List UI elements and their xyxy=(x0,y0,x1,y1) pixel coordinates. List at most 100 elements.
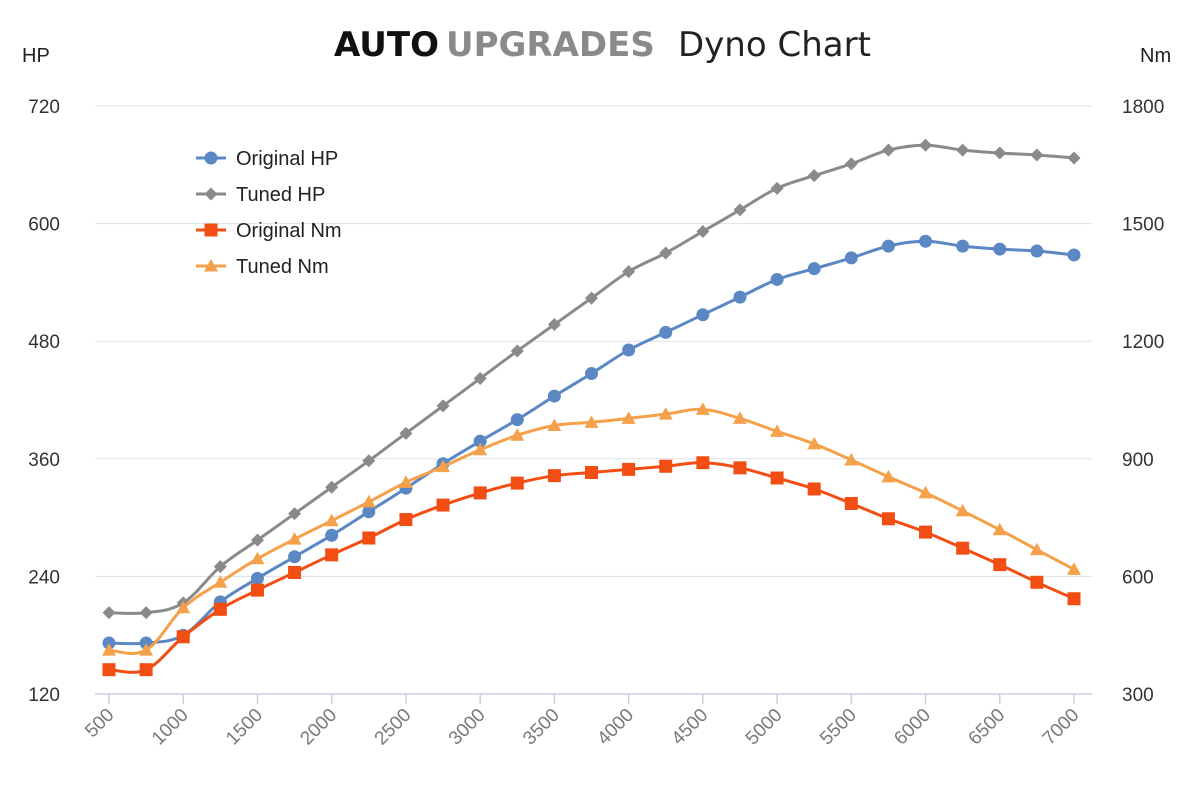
data-point-tuned-hp xyxy=(956,143,970,157)
legend-label: Original HP xyxy=(236,148,338,170)
x-tick-label: 5500 xyxy=(816,705,861,750)
y-right-tick-label: 900 xyxy=(1122,450,1154,471)
data-point-tuned-hp xyxy=(659,246,673,260)
data-point-tuned-hp xyxy=(1067,151,1081,165)
data-point-tuned-nm xyxy=(621,411,636,424)
data-point-original-hp xyxy=(881,239,895,253)
data-point-tuned-hp xyxy=(696,224,710,238)
data-point-original-nm xyxy=(881,512,895,526)
grid-lines xyxy=(95,105,1092,577)
data-point-original-hp xyxy=(250,571,264,585)
data-point-tuned-hp xyxy=(362,454,376,468)
data-point-tuned-nm xyxy=(732,411,747,424)
data-point-original-hp xyxy=(288,550,302,564)
data-point-original-nm xyxy=(176,630,190,644)
data-point-tuned-nm xyxy=(918,485,933,499)
data-point-tuned-hp xyxy=(139,606,153,620)
legend-label: Tuned HP xyxy=(236,184,325,206)
series-tuned-nm xyxy=(102,402,1081,656)
legend-marker-original-nm xyxy=(204,223,218,237)
data-point-tuned-nm xyxy=(770,424,785,437)
data-point-tuned-nm xyxy=(695,402,710,415)
data-point-original-nm xyxy=(139,663,153,677)
data-point-tuned-nm xyxy=(361,494,376,508)
y-left-tick-label: 720 xyxy=(28,97,60,118)
data-point-original-nm xyxy=(325,548,339,562)
data-point-tuned-nm xyxy=(213,575,228,588)
data-point-original-hp xyxy=(473,434,487,448)
data-point-original-hp xyxy=(993,242,1007,256)
x-tick-label: 1000 xyxy=(148,705,193,750)
data-point-original-nm xyxy=(473,486,487,500)
data-point-original-hp xyxy=(770,272,784,286)
data-point-original-hp xyxy=(325,528,339,542)
legend-label: Original Nm xyxy=(236,220,342,242)
data-point-original-hp xyxy=(844,251,858,265)
data-point-tuned-hp xyxy=(622,265,636,279)
data-point-original-hp xyxy=(1067,248,1081,262)
data-point-tuned-hp xyxy=(770,181,784,195)
legend-item-tuned-hp: Tuned HP xyxy=(196,184,325,206)
data-point-tuned-nm xyxy=(287,532,302,545)
data-point-original-nm xyxy=(510,476,524,490)
data-point-original-nm xyxy=(1030,575,1044,589)
data-point-original-nm xyxy=(436,498,450,512)
data-point-tuned-nm xyxy=(584,415,599,428)
x-tick-label: 3500 xyxy=(519,705,564,750)
y-left-tick-label: 360 xyxy=(28,450,60,471)
x-tick-label: 4000 xyxy=(593,705,638,750)
data-point-original-hp xyxy=(510,413,524,427)
series-tuned-hp xyxy=(102,138,1081,620)
data-point-original-hp xyxy=(733,290,747,304)
data-point-tuned-hp xyxy=(547,318,561,332)
data-point-tuned-nm xyxy=(807,436,822,450)
data-point-original-nm xyxy=(585,466,598,480)
data-point-tuned-nm xyxy=(658,407,673,420)
data-point-original-hp xyxy=(362,505,376,519)
brand-primary: AUTO xyxy=(334,25,439,65)
data-point-original-hp xyxy=(696,308,710,322)
data-point-tuned-nm xyxy=(250,551,265,565)
x-tick-label: 3000 xyxy=(445,705,490,750)
legend-item-original-hp: Original HP xyxy=(196,148,338,170)
data-point-original-nm xyxy=(399,513,413,527)
data-point-tuned-nm xyxy=(176,600,191,614)
brand-secondary: UPGRADES xyxy=(446,25,655,65)
data-point-original-nm xyxy=(1067,592,1081,606)
data-point-tuned-nm xyxy=(510,428,525,441)
data-point-tuned-nm xyxy=(844,452,859,466)
data-point-tuned-nm xyxy=(955,503,970,517)
legend-label: Tuned Nm xyxy=(236,256,329,278)
legend: Original HP Tuned HP Original Nm Tuned Nm xyxy=(196,148,342,278)
data-point-original-hp xyxy=(622,343,636,357)
data-point-tuned-hp xyxy=(288,507,302,521)
x-tick-label: 2500 xyxy=(371,705,416,750)
data-point-original-hp xyxy=(585,367,598,381)
data-point-original-nm xyxy=(956,541,970,555)
data-point-original-nm xyxy=(696,456,710,470)
data-point-original-nm xyxy=(622,462,636,476)
data-point-original-nm xyxy=(993,558,1007,572)
data-point-tuned-hp xyxy=(881,143,895,157)
chart-title: Dyno Chart xyxy=(678,25,871,65)
data-point-tuned-hp xyxy=(1030,148,1044,162)
legend-item-tuned-nm: Tuned Nm xyxy=(196,256,329,278)
data-point-tuned-nm xyxy=(102,643,116,656)
y-left-tick-label: 120 xyxy=(28,685,60,706)
data-point-tuned-hp xyxy=(844,157,858,171)
data-point-tuned-hp xyxy=(993,146,1007,160)
data-point-tuned-hp xyxy=(919,138,933,152)
series-original-nm xyxy=(102,456,1081,677)
data-point-tuned-nm xyxy=(139,643,154,656)
series-layer xyxy=(102,138,1081,677)
x-tick-label: 5000 xyxy=(742,705,787,750)
x-tick-label: 500 xyxy=(81,705,118,742)
data-point-tuned-hp xyxy=(733,203,747,217)
data-point-tuned-hp xyxy=(399,426,413,440)
y-left-tick-label: 600 xyxy=(28,215,60,236)
data-point-tuned-hp xyxy=(807,169,821,183)
data-point-original-nm xyxy=(807,482,821,496)
data-point-original-hp xyxy=(919,234,933,248)
data-point-tuned-nm xyxy=(398,475,413,488)
